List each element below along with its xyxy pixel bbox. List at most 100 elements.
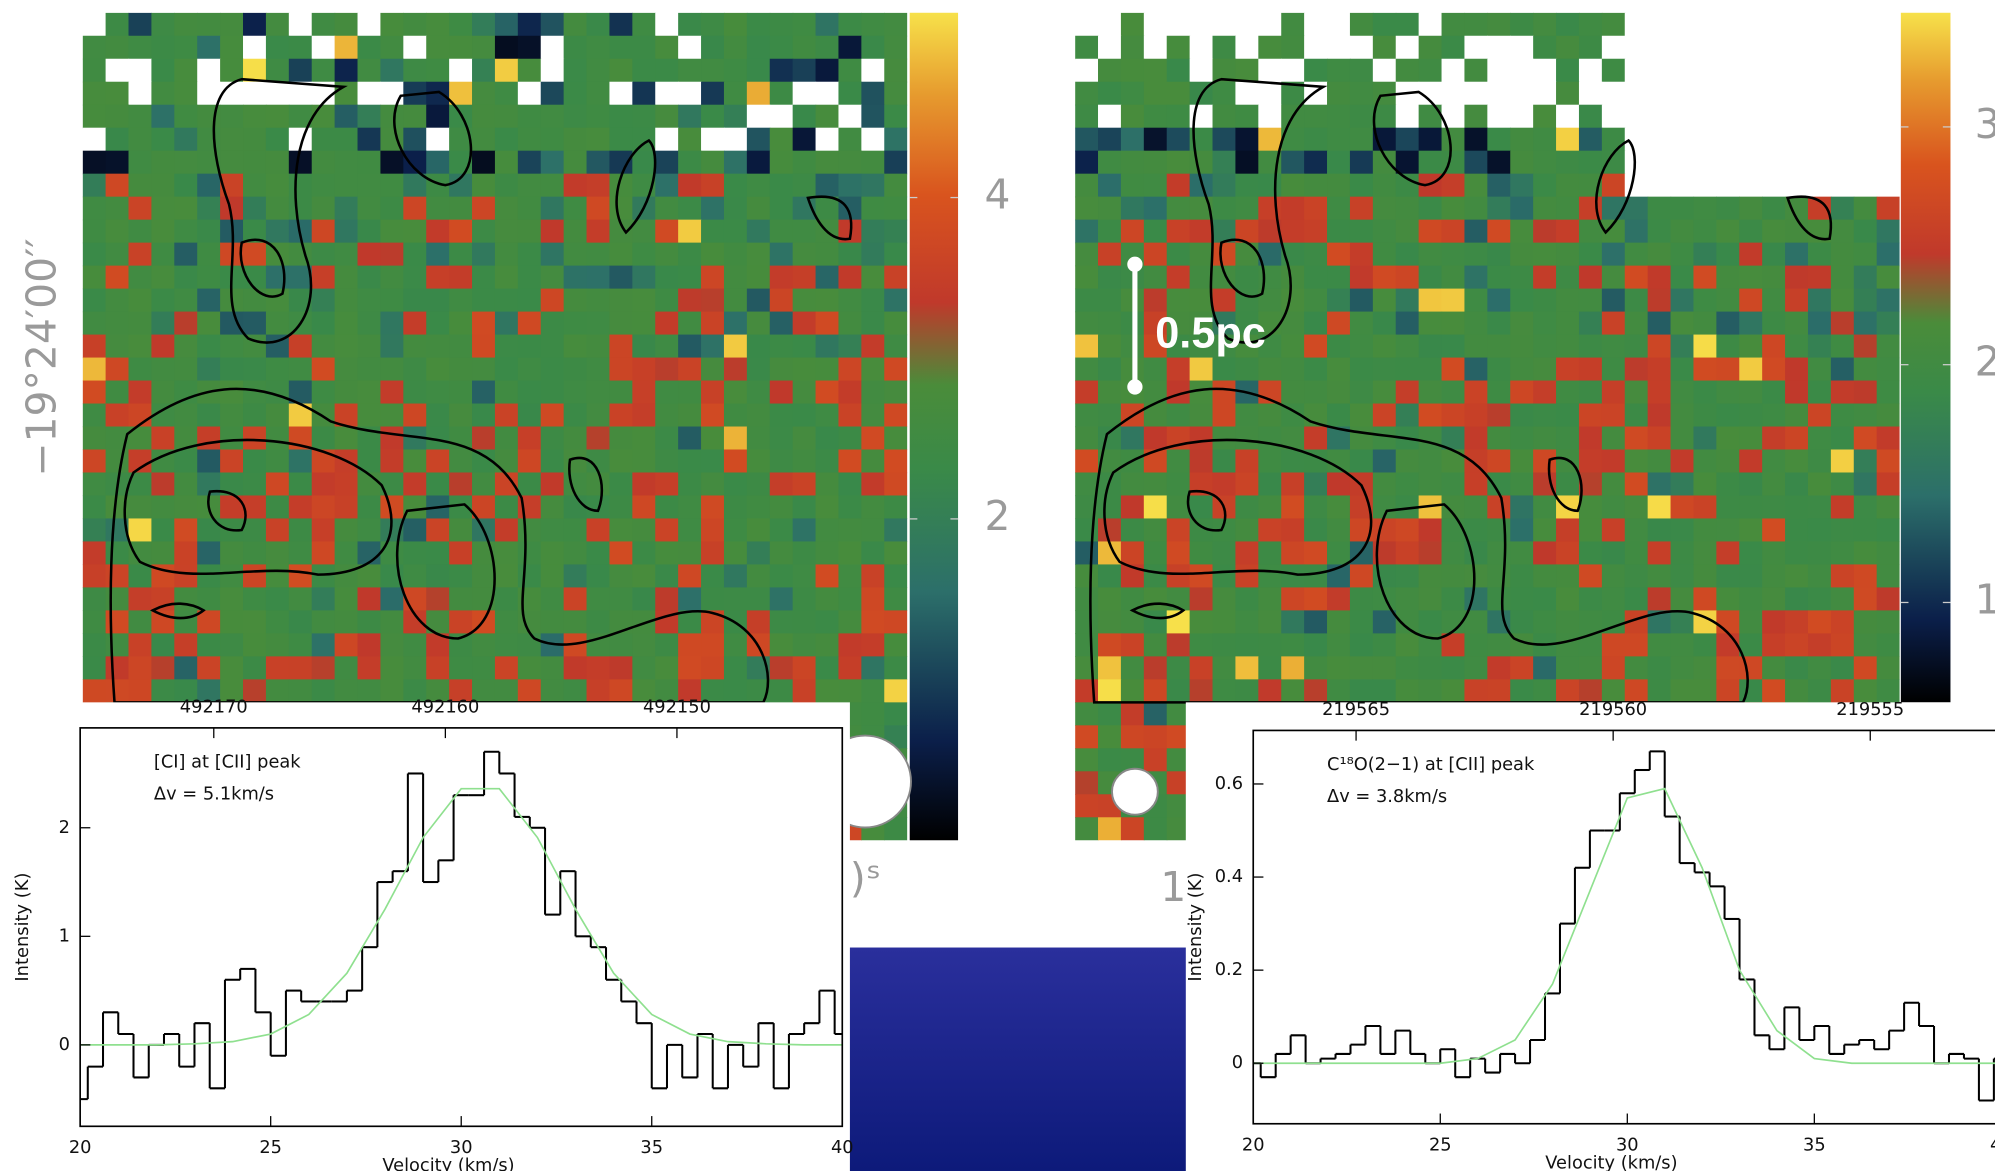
map-cell <box>655 541 679 566</box>
map-cell <box>517 587 542 612</box>
map-cell <box>792 81 817 106</box>
map-cell <box>1327 127 1351 152</box>
map-cell <box>609 150 633 175</box>
map-cell <box>1418 495 1443 520</box>
map-cell <box>128 357 153 382</box>
x2-tick-label: 219565 <box>1322 699 1390 720</box>
map-cell <box>1556 472 1580 497</box>
map-cell <box>1372 242 1397 267</box>
map-cell <box>1739 495 1763 520</box>
map-cell <box>380 311 404 336</box>
map-cell <box>128 311 153 336</box>
map-cell <box>815 587 840 612</box>
map-cell <box>1304 242 1328 267</box>
map-cell <box>1578 380 1603 405</box>
map-cell <box>1143 173 1168 198</box>
map-cell <box>884 633 908 658</box>
map-cell <box>517 104 542 129</box>
map-cell <box>1601 334 1626 359</box>
map-cell <box>769 127 794 152</box>
map-cell <box>1235 472 1259 497</box>
map-cell <box>1853 58 1878 83</box>
map-cell <box>540 311 565 336</box>
map-cell <box>1785 472 1809 497</box>
map-cell <box>1533 219 1557 244</box>
map-cell <box>1876 541 1900 566</box>
map-cell <box>1830 472 1855 497</box>
map-cell <box>1098 58 1122 83</box>
map-cell <box>311 564 336 589</box>
map-cell <box>243 426 267 451</box>
map-cell <box>792 219 817 244</box>
map-cell <box>1372 495 1397 520</box>
map-cell <box>472 81 496 106</box>
map-cell <box>472 311 496 336</box>
map-cell <box>265 541 290 566</box>
map-cell <box>701 150 725 175</box>
map-cell <box>1830 357 1855 382</box>
map-cell <box>1830 127 1855 152</box>
map-cell <box>1578 357 1603 382</box>
map-cell <box>609 380 633 405</box>
map-cell <box>586 150 611 175</box>
map-cell <box>1212 311 1237 336</box>
colorbar <box>1900 12 1951 703</box>
map-cell <box>1235 196 1259 221</box>
map-cell <box>494 587 519 612</box>
map-cell <box>1327 150 1351 175</box>
map-cell <box>792 380 817 405</box>
map-cell <box>426 311 450 336</box>
map-cell <box>1785 656 1809 680</box>
map-cell <box>220 656 244 680</box>
map-cell <box>746 587 771 612</box>
map-cell <box>1739 12 1763 37</box>
map-cell <box>265 127 290 152</box>
x-tick-label: 20 <box>1242 1134 1265 1155</box>
map-cell <box>403 12 427 37</box>
map-cell <box>1670 357 1695 382</box>
map-cell <box>1807 173 1832 198</box>
map-cell <box>1487 104 1511 129</box>
map-cell <box>1647 127 1672 152</box>
map-cell <box>769 633 794 658</box>
map-cell <box>449 656 473 680</box>
map-cell <box>609 403 633 428</box>
map-cell <box>128 196 153 221</box>
map-cell <box>220 541 244 566</box>
map-cell <box>1830 426 1855 451</box>
map-cell <box>1762 127 1786 152</box>
map-cell <box>586 173 611 198</box>
map-cell <box>701 35 725 60</box>
map-cell <box>769 12 794 37</box>
map-cell <box>1693 288 1717 313</box>
map-cell <box>1281 12 1305 37</box>
map-cell <box>861 380 885 405</box>
map-cell <box>288 679 313 703</box>
map-cell <box>1624 679 1649 703</box>
map-cell <box>288 633 313 658</box>
map-cell <box>1418 564 1443 589</box>
map-cell <box>128 242 153 267</box>
map-cell <box>1212 242 1237 267</box>
map-cell <box>1304 311 1328 336</box>
map-cell <box>243 127 267 152</box>
map-cell <box>1441 541 1466 566</box>
map-cell <box>472 633 496 658</box>
map-cell <box>1212 633 1237 658</box>
map-cell <box>815 173 840 198</box>
map-cell <box>769 357 794 382</box>
map-cell <box>1853 127 1878 152</box>
map-cell <box>1349 449 1374 474</box>
map-cell <box>1120 495 1145 520</box>
map-cell <box>265 518 290 543</box>
map-cell <box>1578 656 1603 680</box>
x-tick-label: 40 <box>831 1137 854 1158</box>
map-cell <box>517 311 542 336</box>
map-cell <box>1601 587 1626 612</box>
map-cell <box>1556 104 1580 129</box>
map-cell <box>1418 449 1443 474</box>
map-cell <box>1304 127 1328 152</box>
map-cell <box>1601 311 1626 336</box>
map-cell <box>1853 81 1878 106</box>
map-cell <box>1578 265 1603 290</box>
